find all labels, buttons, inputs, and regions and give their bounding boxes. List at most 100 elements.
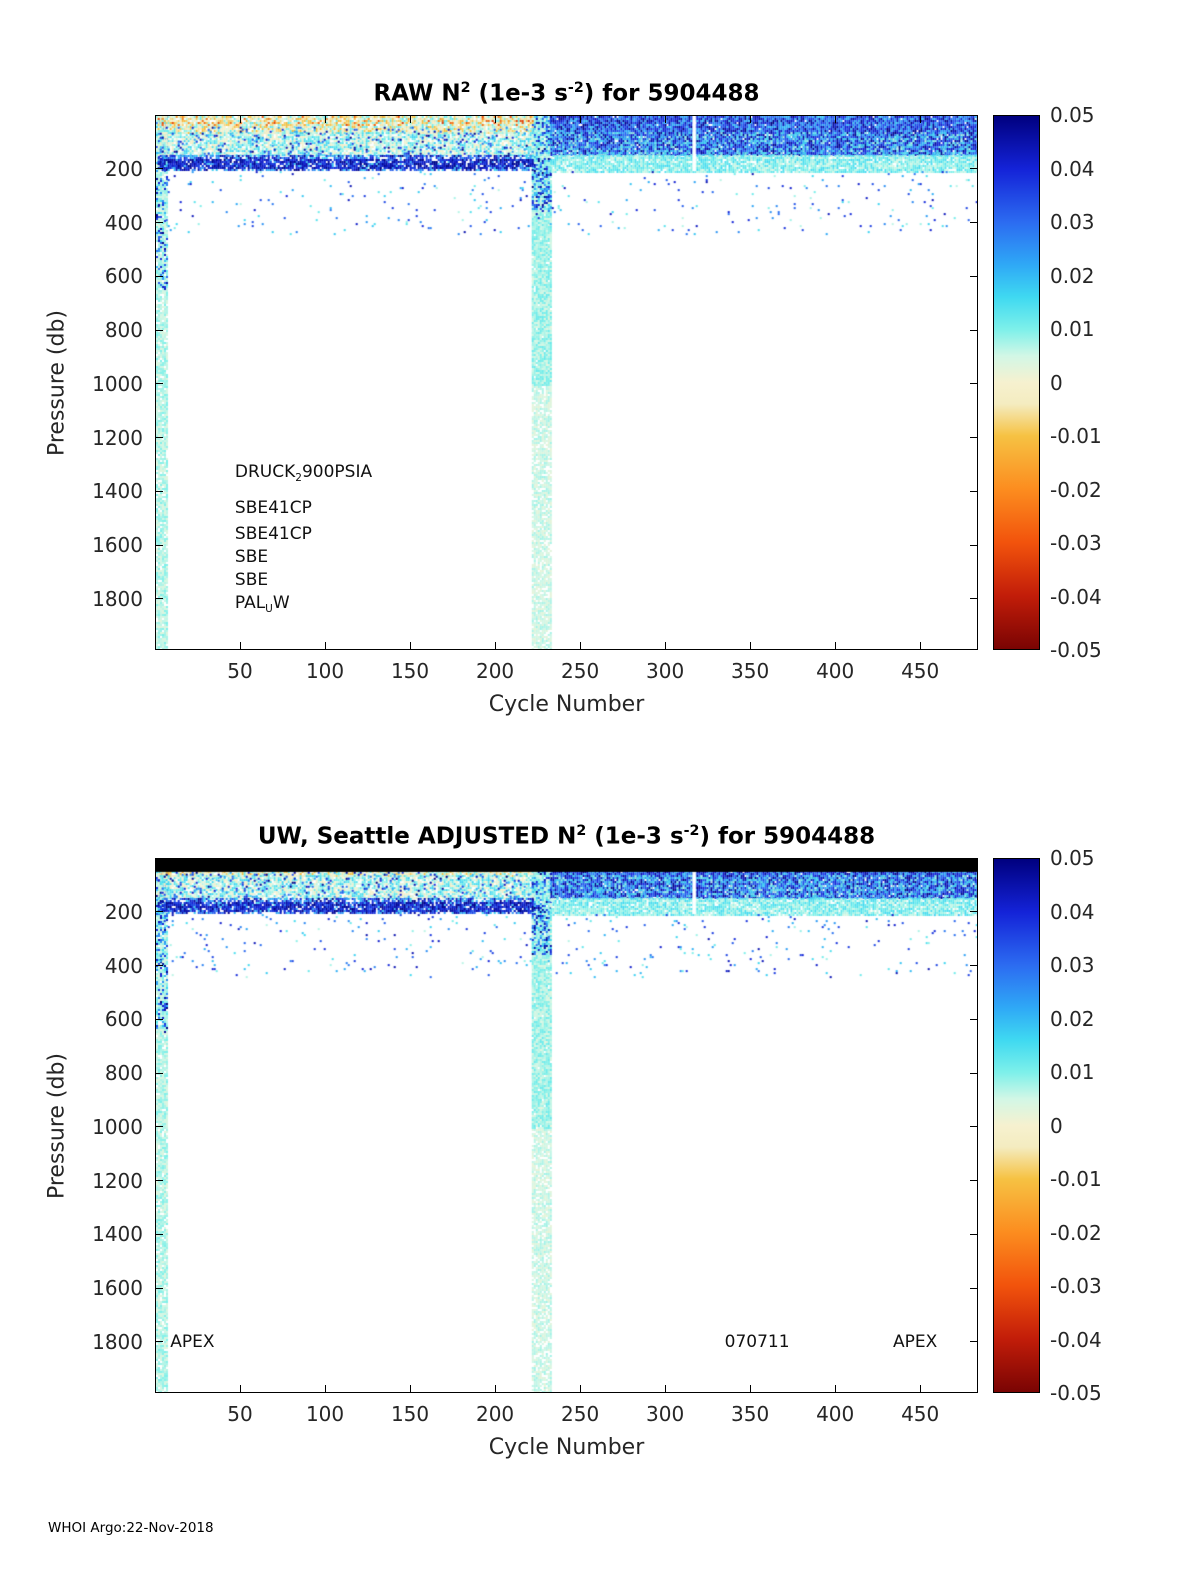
- adjusted-x-tick-mark: [579, 859, 581, 866]
- adjusted-x-tick-label: 50: [227, 1402, 253, 1426]
- raw-x-tick-mark: [834, 642, 836, 649]
- adjusted-x-tick-label: 200: [475, 1402, 515, 1426]
- adjusted-y-tick-label: 800: [104, 1061, 143, 1086]
- raw-title-text: (1e-3 s: [470, 80, 568, 107]
- footer-credit: WHOI Argo:22-Nov-2018: [48, 1520, 214, 1536]
- raw-annotation-text: W: [272, 593, 290, 614]
- adjusted-y-tick-mark: [156, 1180, 163, 1182]
- raw-colorbar: [993, 115, 1040, 650]
- raw-colorbar-tick-label: -0.04: [1050, 584, 1102, 609]
- raw-x-tick-mark: [409, 116, 411, 123]
- raw-x-tick-mark: [664, 642, 666, 649]
- adjusted-x-tick-label: 150: [390, 1402, 430, 1426]
- adjusted-annotation-text: APEX: [170, 1331, 215, 1352]
- raw-x-tick-label: 200: [475, 659, 515, 683]
- raw-annotation-text: 900PSIA: [301, 461, 373, 482]
- raw-y-tick-mark: [156, 490, 163, 492]
- adjusted-x-tick-label: 300: [646, 1402, 685, 1426]
- adjusted-x-tick-mark: [409, 859, 411, 866]
- adjusted-x-tick-label: 350: [731, 1402, 770, 1426]
- raw-y-tick-mark: [970, 383, 977, 385]
- raw-y-tick-mark: [156, 544, 163, 546]
- raw-y-tick-label: 1600: [92, 533, 143, 558]
- raw-annotation: SBE: [235, 547, 268, 567]
- raw-x-tick-mark: [239, 116, 241, 123]
- raw-y-tick-mark: [156, 168, 163, 170]
- adjusted-x-tick-label: 100: [305, 1402, 345, 1426]
- adjusted-y-tick-mark: [970, 1233, 977, 1235]
- raw-colorbar-tick-label: 0.04: [1050, 156, 1095, 181]
- raw-title-text: ) for 5904488: [583, 80, 760, 107]
- raw-annotation: DRUCK2900PSIA: [235, 461, 372, 483]
- adjusted-x-tick-mark: [664, 1385, 666, 1392]
- adjusted-x-axis-label: Cycle Number: [488, 1435, 645, 1460]
- adjusted-x-tick-mark: [664, 859, 666, 866]
- adjusted-chart-title: UW, Seattle ADJUSTED N2 (1e-3 s-2) for 5…: [155, 823, 978, 850]
- raw-x-tick-label: 100: [305, 659, 345, 683]
- raw-annotation-subscript: U: [265, 603, 273, 616]
- raw-annotation-subscript: 2: [295, 471, 302, 484]
- raw-colorbar-tick-label: 0.03: [1050, 210, 1095, 234]
- adjusted-colorbar-tick-label: 0.03: [1050, 953, 1095, 977]
- adjusted-x-tick-label: 250: [561, 1402, 600, 1426]
- adjusted-x-tick-mark: [749, 1385, 751, 1392]
- raw-x-tick-mark: [494, 642, 496, 649]
- adjusted-annotation: APEX: [170, 1332, 214, 1352]
- adjusted-colorbar-tick-label: -0.05: [1050, 1381, 1102, 1405]
- adjusted-y-tick-mark: [970, 1126, 977, 1128]
- raw-y-tick-label: 400: [104, 210, 143, 235]
- raw-x-tick-label: 50: [227, 659, 253, 683]
- adjusted-y-tick-mark: [156, 1072, 163, 1074]
- adjusted-x-tick-mark: [749, 859, 751, 866]
- adjusted-y-tick-mark: [156, 965, 163, 967]
- raw-x-tick-mark: [324, 642, 326, 649]
- adjusted-colorbar-tick-label: -0.04: [1050, 1327, 1102, 1352]
- adjusted-y-tick-label: 600: [104, 1007, 143, 1032]
- adjusted-x-tick-mark: [239, 859, 241, 866]
- adjusted-x-tick-mark: [834, 1385, 836, 1392]
- adjusted-y-tick-label: 1600: [92, 1276, 143, 1301]
- adjusted-x-tick-label: 450: [901, 1402, 940, 1426]
- raw-x-tick-mark: [579, 642, 581, 649]
- raw-x-tick-mark: [919, 116, 921, 123]
- raw-annotation-text: SBE: [234, 570, 269, 591]
- raw-colorbar-tick-label: -0.02: [1050, 477, 1102, 502]
- adjusted-plot-area: [155, 858, 978, 1393]
- raw-x-tick-label: 350: [731, 659, 770, 683]
- adjusted-y-tick-mark: [970, 1018, 977, 1020]
- adjusted-colorbar-tick-label: 0.02: [1050, 1006, 1095, 1031]
- raw-heatmap-canvas: [156, 116, 977, 649]
- adjusted-x-tick-mark: [494, 1385, 496, 1392]
- raw-colorbar-tick-label: 0.01: [1050, 317, 1095, 341]
- adjusted-x-tick-label: 400: [816, 1402, 855, 1426]
- raw-plot-area: [155, 115, 978, 650]
- adjusted-y-tick-label: 1000: [92, 1114, 143, 1139]
- raw-y-tick-mark: [970, 544, 977, 546]
- adjusted-colorbar-tick-label: -0.03: [1050, 1274, 1102, 1298]
- adjusted-y-tick-mark: [156, 1341, 163, 1343]
- raw-y-tick-label: 600: [104, 264, 143, 289]
- raw-y-tick-label: 1000: [92, 371, 143, 396]
- raw-y-tick-label: 1200: [92, 425, 143, 450]
- raw-y-tick-mark: [156, 275, 163, 277]
- raw-x-tick-mark: [749, 642, 751, 649]
- adjusted-x-tick-mark: [324, 859, 326, 866]
- raw-y-tick-label: 800: [104, 318, 143, 343]
- raw-y-tick-mark: [970, 598, 977, 600]
- raw-annotation: SBE41CP: [235, 498, 312, 518]
- raw-annotation: SBE: [235, 570, 268, 590]
- adjusted-colorbar-tick-label: -0.01: [1050, 1167, 1102, 1191]
- adjusted-title-superscript: -2: [683, 823, 700, 839]
- raw-y-tick-mark: [156, 383, 163, 385]
- raw-colorbar-tick-label: 0.02: [1050, 263, 1095, 288]
- adjusted-y-tick-mark: [970, 965, 977, 967]
- adjusted-x-tick-mark: [919, 859, 921, 866]
- raw-x-tick-label: 150: [390, 659, 430, 683]
- raw-x-tick-mark: [239, 642, 241, 649]
- adjusted-y-tick-mark: [970, 1341, 977, 1343]
- raw-colorbar-tick-label: 0: [1050, 370, 1063, 395]
- adjusted-y-tick-mark: [156, 1287, 163, 1289]
- adjusted-annotation: APEX: [893, 1332, 937, 1352]
- adjusted-colorbar-tick-label: 0: [1050, 1113, 1063, 1138]
